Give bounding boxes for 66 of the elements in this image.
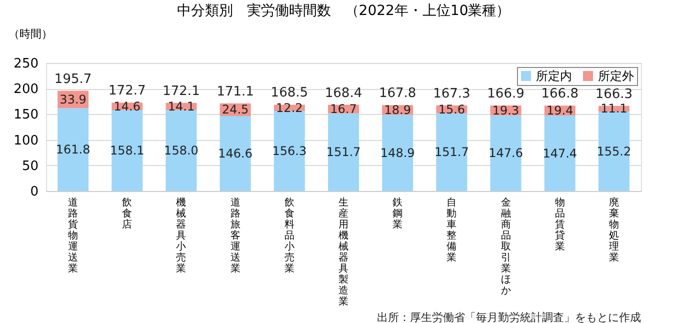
total-label: 172.1 — [162, 84, 200, 99]
data-label: 12.2 — [276, 100, 303, 115]
data-label: 158.1 — [110, 144, 144, 158]
data-label: 15.6 — [438, 102, 466, 116]
data-label: 147.4 — [542, 146, 578, 160]
bar — [490, 115, 522, 191]
data-label: 33.9 — [60, 92, 86, 106]
x-tick-label: 廃棄物処理業 — [608, 196, 619, 264]
total-label: 166.9 — [487, 86, 524, 102]
data-label: 147.6 — [488, 146, 523, 160]
data-label: 155.2 — [596, 144, 632, 158]
bar — [166, 110, 197, 191]
text: 出所：厚生労働省「毎月勤労統計調査」をもとに作成 — [377, 311, 641, 323]
y-tick-label: 250 — [14, 56, 38, 72]
x-tick-label: 物品賃貸業 — [554, 198, 565, 252]
total-label: 168.4 — [324, 86, 362, 101]
x-tick-label: 自動車整備業 — [446, 196, 457, 264]
bar — [598, 112, 630, 191]
data-label: 24.5 — [222, 102, 249, 117]
total-label: 167.3 — [433, 86, 470, 102]
total-label: 168.5 — [270, 86, 308, 101]
data-label: 161.8 — [56, 142, 90, 157]
y-axis-title: （時間） — [8, 28, 52, 40]
chart-title: 中分類別 実労働時間数 （2022年・上位10業種） — [176, 3, 510, 19]
total-label: 172.7 — [108, 84, 146, 99]
category-label: 生産用機械器具製造業 — [338, 198, 348, 308]
data-label: 148.9 — [380, 146, 415, 160]
total-label: 166.3 — [595, 86, 633, 102]
x-tick-label: 飲食店 — [122, 198, 132, 230]
data-label: 146.6 — [218, 146, 252, 160]
bar — [544, 116, 576, 191]
total-label: 166.8 — [541, 86, 578, 102]
legend-label: 所定外 — [598, 69, 634, 83]
data-label: 14.6 — [114, 99, 140, 114]
x-tick-label: 機械器具小売業 — [176, 196, 186, 274]
y-tick-label: 100 — [14, 133, 38, 148]
x-tick-label: 鉄鋼業 — [392, 196, 403, 230]
y-tick-label: 150 — [14, 108, 38, 123]
data-label: 19.3 — [492, 103, 520, 118]
data-label: 156.3 — [272, 144, 307, 158]
x-tick-label: 飲食料品小売業 — [284, 198, 294, 274]
data-label: 11.1 — [600, 102, 628, 116]
category-label: 金融商品取引業ほか — [500, 198, 511, 296]
x-tick-label: 道路貨物運送業 — [68, 196, 78, 274]
legend-label: 所定内 — [536, 69, 572, 83]
total-label: 195.7 — [54, 72, 92, 87]
bar — [328, 113, 359, 191]
total-label: 171.1 — [216, 84, 254, 100]
y-tick-label: 0 — [30, 184, 38, 200]
data-label: 18.9 — [384, 102, 411, 117]
bar — [382, 114, 414, 191]
bar — [436, 113, 468, 191]
bar — [220, 116, 251, 191]
bar — [58, 108, 89, 191]
y-tick-label: 200 — [14, 82, 38, 98]
y-tick-label: 50 — [22, 158, 38, 174]
data-label: 151.7 — [326, 145, 361, 160]
bar — [274, 110, 305, 191]
data-label: 14.1 — [168, 99, 195, 114]
total-label: 167.8 — [378, 86, 416, 102]
data-label: 19.4 — [546, 104, 574, 118]
data-label: 151.7 — [434, 145, 469, 160]
bar — [112, 110, 143, 191]
data-label: 158.0 — [164, 144, 198, 158]
x-tick-label: 道路旅客運送業 — [230, 196, 240, 274]
data-label: 16.7 — [330, 102, 357, 116]
